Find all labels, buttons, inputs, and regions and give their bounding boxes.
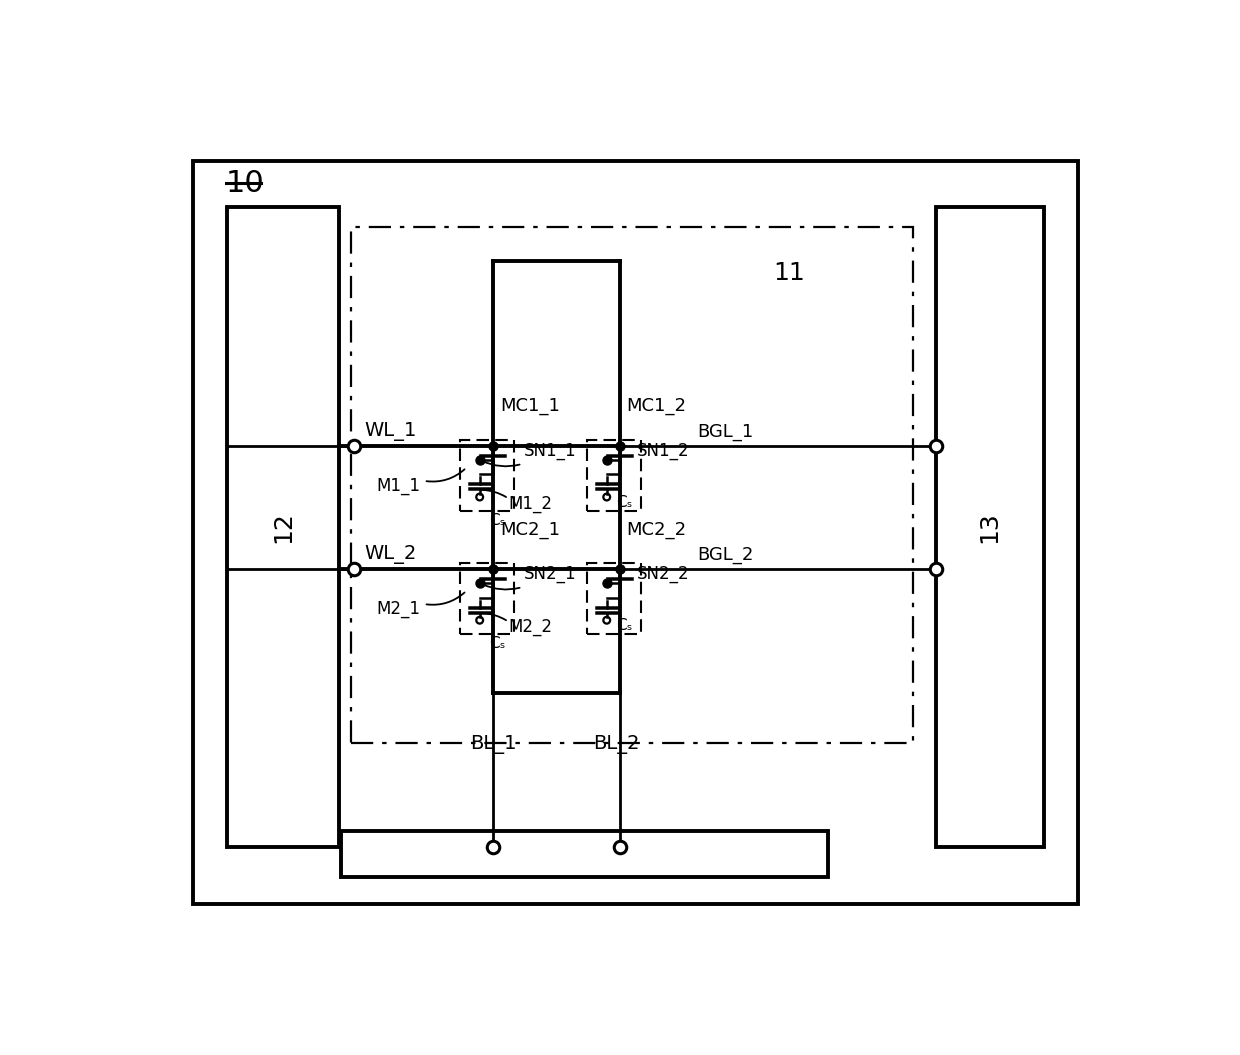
Text: 13: 13 — [977, 511, 1002, 543]
Text: SN2_1: SN2_1 — [523, 565, 577, 583]
Text: Cₛ: Cₛ — [616, 495, 632, 510]
Text: Cₛ: Cₛ — [490, 513, 506, 529]
Bar — [227, 208, 339, 846]
Text: SN1_1: SN1_1 — [523, 442, 577, 460]
Text: MC1_2: MC1_2 — [626, 398, 686, 416]
Text: Cₛ: Cₛ — [616, 618, 632, 633]
Bar — [460, 563, 515, 634]
Bar — [460, 440, 515, 512]
Text: SN1_2: SN1_2 — [637, 442, 689, 460]
Text: SN2_2: SN2_2 — [637, 565, 689, 583]
Text: 10: 10 — [226, 169, 264, 198]
Text: BL_2: BL_2 — [593, 735, 640, 754]
Text: WL_2: WL_2 — [365, 545, 417, 564]
Text: BGL_1: BGL_1 — [697, 423, 754, 441]
Text: BGL_2: BGL_2 — [697, 545, 754, 564]
Text: WL_1: WL_1 — [365, 422, 417, 441]
Text: BL_1: BL_1 — [470, 735, 516, 754]
Text: Cₛ: Cₛ — [490, 636, 506, 651]
Text: M2_1: M2_1 — [376, 600, 420, 618]
Text: M2_2: M2_2 — [508, 618, 553, 636]
Text: M1_2: M1_2 — [508, 495, 553, 513]
Text: MC2_1: MC2_1 — [501, 520, 560, 538]
Bar — [588, 563, 641, 634]
Bar — [936, 208, 1044, 846]
Text: M1_1: M1_1 — [376, 477, 420, 495]
Bar — [351, 227, 913, 743]
Bar — [341, 831, 828, 878]
Text: 12: 12 — [270, 511, 295, 543]
Text: MC1_1: MC1_1 — [501, 398, 560, 416]
Bar — [588, 440, 641, 512]
Text: MC2_2: MC2_2 — [626, 520, 687, 538]
Text: 11: 11 — [774, 262, 805, 285]
